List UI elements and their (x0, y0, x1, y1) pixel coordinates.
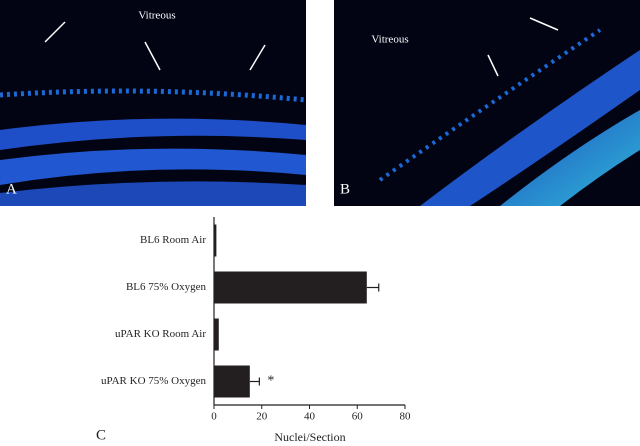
x-tick-label: 80 (400, 411, 412, 423)
x-tick-label: 0 (211, 411, 217, 423)
x-tick-label: 40 (304, 411, 316, 423)
y-tick-label: BL6 75% Oxygen (126, 281, 207, 293)
panel-label: B (340, 181, 350, 197)
panel-caption: Vitreous (371, 34, 408, 46)
panel-a: Vitreous A (0, 0, 307, 206)
panel-label: C (96, 427, 106, 443)
panel-caption: Vitreous (138, 10, 175, 22)
y-tick-label: uPAR KO 75% Oxygen (101, 375, 207, 387)
y-tick-label: BL6 Room Air (140, 234, 206, 246)
x-tick-label: 60 (352, 411, 364, 423)
annotation: * (267, 374, 274, 389)
arrows (44, 21, 266, 71)
panel-label: A (6, 181, 17, 197)
x-tick-label: 20 (256, 411, 268, 423)
arrows (487, 17, 559, 77)
bar (214, 224, 217, 257)
chart: C Nuclei/Section 0 20 40 60 80 BL6 Room Air BL… (96, 217, 411, 444)
bar (214, 318, 219, 351)
bar (214, 365, 250, 398)
bar (214, 271, 367, 304)
x-axis-label: Nuclei/Section (274, 430, 345, 444)
panel-b: Vitreous B (334, 0, 640, 206)
y-tick-label: uPAR KO Room Air (115, 328, 206, 340)
